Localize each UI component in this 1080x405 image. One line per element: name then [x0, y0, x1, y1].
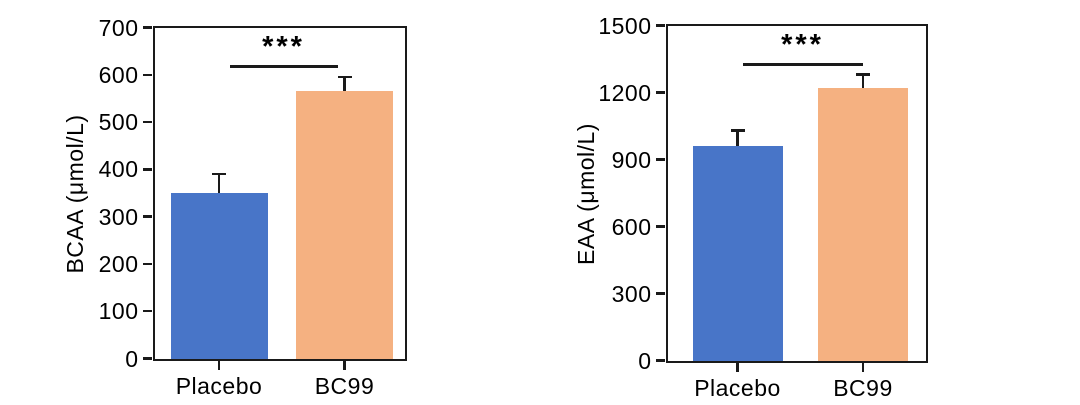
error-bar-cap — [212, 172, 226, 176]
significance-stars: *** — [262, 31, 305, 64]
y-tick-label: 600 — [98, 61, 139, 88]
y-tick-mark — [143, 357, 152, 360]
y-tick-label: 100 — [98, 298, 139, 325]
y-tick-mark — [143, 120, 152, 124]
error-bar — [343, 77, 346, 92]
y-tick-mark — [656, 158, 665, 161]
x-tick-mark — [736, 363, 739, 372]
y-tick-mark — [143, 262, 152, 266]
x-tick-mark — [217, 361, 221, 370]
x-category-label: Placebo — [175, 372, 263, 399]
y-tick-label: 600 — [611, 213, 652, 240]
error-bar-cap — [337, 75, 352, 79]
y-tick-label: 0 — [125, 345, 139, 372]
bar-placebo — [170, 193, 268, 359]
y-tick-mark — [656, 292, 665, 295]
y-tick-mark — [656, 91, 665, 94]
y-tick-label: 700 — [98, 14, 139, 41]
y-tick-mark — [656, 225, 665, 228]
y-tick-mark — [656, 24, 665, 27]
bar-placebo — [692, 146, 783, 361]
bar-bc99 — [296, 91, 393, 359]
significance-line — [742, 63, 863, 66]
error-bar-cap — [730, 129, 745, 132]
bcaa-chart-plot-area: 0 100 200 300 400 500 600 700 Placebo BC99 *** — [99, 15, 407, 399]
y-tick-label: 0 — [638, 347, 652, 374]
eaa-chart-plot-area: 0 300 600 900 1200 1500 Placebo BC99 *** — [598, 13, 928, 401]
error-bar — [861, 74, 865, 89]
y-tick-label: 400 — [98, 156, 139, 183]
error-bar — [217, 174, 221, 193]
significance-stars: *** — [781, 29, 824, 62]
error-bar — [736, 130, 739, 147]
y-tick-label: 200 — [98, 250, 139, 277]
y-tick-label: 300 — [98, 203, 139, 230]
bar-bc99 — [818, 88, 908, 361]
y-tick-mark — [143, 309, 152, 313]
y-tick-label: 300 — [611, 280, 652, 307]
x-tick-mark — [861, 363, 865, 372]
significance-line — [229, 65, 338, 68]
x-category-label: Placebo — [694, 374, 781, 401]
error-bar-cap — [856, 73, 870, 76]
y-tick-label: 1200 — [598, 79, 652, 106]
y-tick-mark — [143, 26, 152, 29]
y-tick-label: 900 — [611, 146, 652, 173]
y-tick-mark — [656, 359, 665, 362]
y-tick-mark — [143, 215, 152, 218]
y-tick-label: 500 — [98, 109, 139, 136]
x-category-label: BC99 — [833, 374, 893, 401]
x-category-label: BC99 — [314, 372, 375, 399]
y-tick-mark — [143, 168, 152, 171]
x-tick-mark — [343, 361, 346, 370]
y-tick-label: 1500 — [598, 12, 652, 39]
y-tick-mark — [143, 73, 152, 77]
